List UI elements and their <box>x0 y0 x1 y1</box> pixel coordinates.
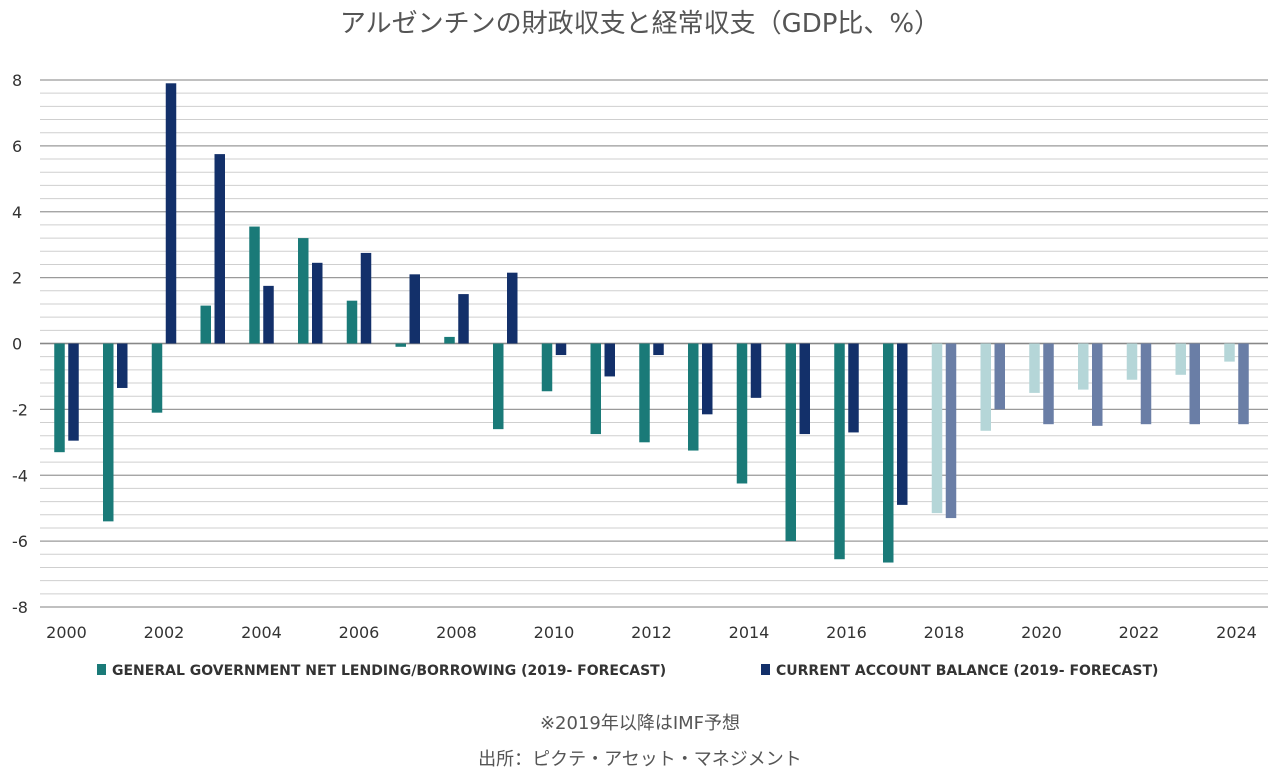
bar-current-account-2022 <box>1140 343 1152 425</box>
x-tick-label: 2016 <box>826 623 867 642</box>
x-tick-label: 2010 <box>534 623 575 642</box>
x-tick-label: 2000 <box>46 623 87 642</box>
bar-net-lending-2001 <box>103 343 114 522</box>
bar-current-account-2002 <box>165 83 177 344</box>
bar-net-lending-2007 <box>395 343 406 347</box>
bar-net-lending-2009 <box>493 343 504 430</box>
x-axis: 2000 2002 2004 2006 2008 2010 2012 2014 2016 2018… <box>46 623 1257 642</box>
bar-current-account-2013 <box>702 343 713 415</box>
y-axis: 8 6 4 2 0 -2 -4 -6 -8 <box>12 71 28 617</box>
bar-current-account-2001 <box>117 343 128 388</box>
bar-net-lending-2008 <box>444 336 455 344</box>
bar-net-lending-2015 <box>785 343 796 542</box>
bar-net-lending-2018 <box>931 343 943 514</box>
bar-current-account-2011 <box>604 343 615 377</box>
bar-net-lending-2024 <box>1224 343 1235 362</box>
x-tick-label: 2012 <box>631 623 672 642</box>
bar-net-lending-2014 <box>736 343 748 484</box>
x-tick-label: 2006 <box>339 623 380 642</box>
x-tick-label: 2018 <box>924 623 965 642</box>
bar-net-lending-2012 <box>639 343 650 443</box>
bar-net-lending-2021 <box>1078 343 1089 390</box>
source-note: 出所：ピクテ・アセット・マネジメント <box>478 749 802 770</box>
forecast-note: ※2019年以降はIMF予想 <box>540 713 740 734</box>
x-tick-label: 2014 <box>729 623 770 642</box>
legend-swatch-net-lending <box>97 664 106 675</box>
bar-current-account-2016 <box>848 343 859 433</box>
bar-current-account-2020 <box>1043 343 1054 425</box>
bar-current-account-2008 <box>458 294 469 344</box>
y-tick-label: -6 <box>12 532 28 551</box>
bar-net-lending-2003 <box>200 305 211 344</box>
x-tick-label: 2002 <box>144 623 185 642</box>
bar-current-account-2004 <box>263 285 274 344</box>
bars <box>54 83 1249 563</box>
bar-current-account-2009 <box>507 272 518 344</box>
x-tick-label: 2008 <box>436 623 477 642</box>
bar-net-lending-2013 <box>688 343 699 451</box>
x-tick-label: 2004 <box>241 623 282 642</box>
bar-current-account-2006 <box>360 252 372 344</box>
bar-net-lending-2023 <box>1175 343 1186 375</box>
bar-current-account-2019 <box>994 343 1005 410</box>
x-tick-label: 2024 <box>1216 623 1257 642</box>
bar-net-lending-2020 <box>1029 343 1040 393</box>
bar-current-account-2017 <box>897 343 908 505</box>
bar-net-lending-2004 <box>249 226 260 344</box>
y-tick-label: 0 <box>12 335 22 354</box>
bar-current-account-2010 <box>555 343 567 356</box>
bar-net-lending-2010 <box>541 343 553 392</box>
bar-net-lending-2005 <box>298 238 309 344</box>
legend-swatch-current-account <box>761 664 770 675</box>
y-tick-label: 4 <box>12 203 22 222</box>
y-tick-label: -8 <box>12 598 28 617</box>
y-tick-label: -2 <box>12 400 28 419</box>
y-tick-label: 2 <box>12 269 22 288</box>
bar-net-lending-2011 <box>590 343 601 435</box>
bar-current-account-2005 <box>312 262 323 344</box>
bar-current-account-2000 <box>68 343 79 441</box>
bar-net-lending-2000 <box>54 343 65 453</box>
bar-current-account-2014 <box>750 343 762 398</box>
y-tick-label: -4 <box>12 466 28 485</box>
legend-label-net-lending: GENERAL GOVERNMENT NET LENDING/BORROWING… <box>112 663 666 679</box>
grid-lines <box>40 79 1268 608</box>
bar-net-lending-2017 <box>883 343 894 563</box>
x-tick-label: 2022 <box>1119 623 1160 642</box>
bar-current-account-2024 <box>1238 343 1249 425</box>
bar-current-account-2015 <box>799 343 810 435</box>
legend: GENERAL GOVERNMENT NET LENDING/BORROWING… <box>97 663 1158 679</box>
bar-net-lending-2016 <box>834 343 845 560</box>
bar-current-account-2003 <box>214 154 225 344</box>
bar-net-lending-2022 <box>1126 343 1138 380</box>
y-tick-label: 6 <box>12 137 22 156</box>
bar-current-account-2012 <box>653 343 664 356</box>
chart-title: アルゼンチンの財政収支と経常収支（GDP比、%） <box>340 9 940 39</box>
bar-net-lending-2006 <box>346 300 358 344</box>
bar-current-account-2018 <box>945 343 957 519</box>
y-tick-label: 8 <box>12 71 22 90</box>
bar-net-lending-2002 <box>151 343 163 413</box>
bar-net-lending-2019 <box>980 343 991 431</box>
bar-current-account-2021 <box>1092 343 1103 426</box>
legend-label-current-account: CURRENT ACCOUNT BALANCE (2019- FORECAST) <box>776 663 1158 679</box>
bar-current-account-2023 <box>1189 343 1200 425</box>
bar-current-account-2007 <box>409 274 420 344</box>
x-tick-label: 2020 <box>1021 623 1062 642</box>
